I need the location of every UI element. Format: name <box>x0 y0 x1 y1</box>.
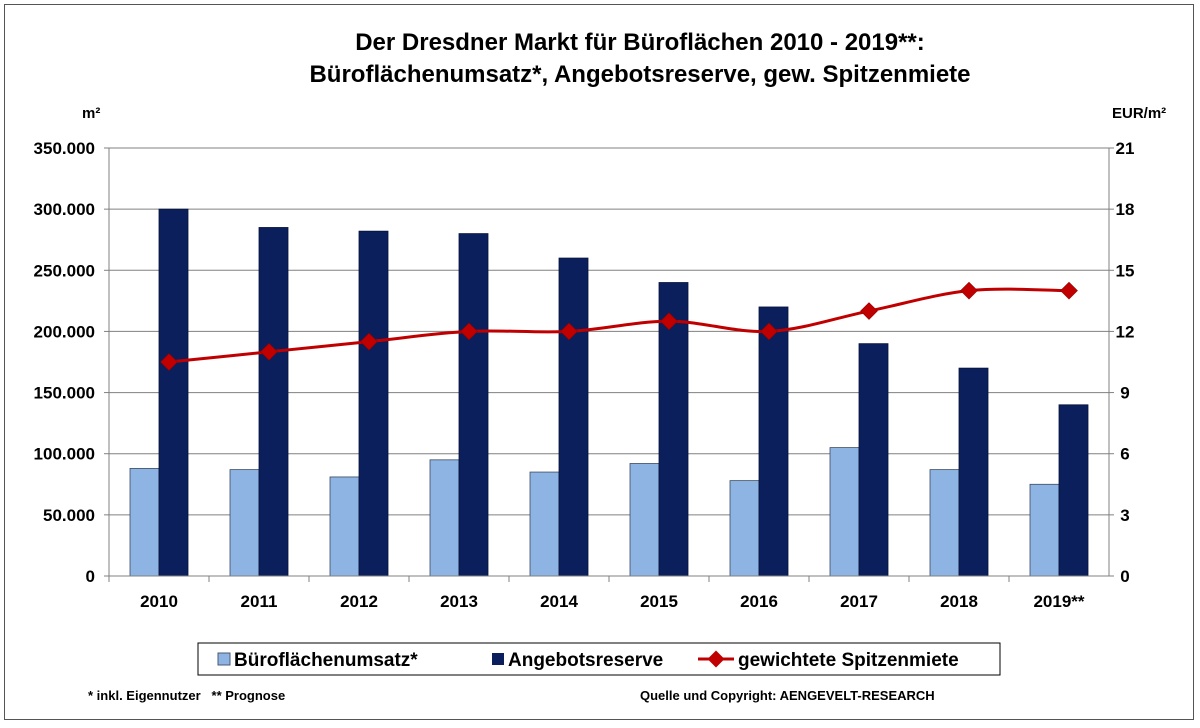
y-right-tick-label: 6 <box>1120 445 1129 464</box>
legend-swatch-angebot <box>492 653 504 665</box>
bar-umsatz <box>329 476 360 577</box>
x-tick-label: 2013 <box>440 592 478 611</box>
y-right-tick-label: 21 <box>1116 139 1135 158</box>
legend-label-umsatz: Büroflächenumsatz* <box>234 650 418 671</box>
bar-angebotsreserve <box>758 306 789 577</box>
chart-title: Der Dresdner Markt für Büroflächen 2010 … <box>355 29 925 56</box>
x-tick-label: 2017 <box>840 592 878 611</box>
bar-umsatz <box>1029 483 1060 577</box>
y-left-tick-label: 100.000 <box>34 445 95 464</box>
x-tick-label: 2015 <box>640 592 678 611</box>
footnote-right: Quelle und Copyright: AENGEVELT-RESEARCH <box>640 688 935 703</box>
x-tick-label: 2018 <box>940 592 978 611</box>
marker-spitzenmiete <box>160 353 178 371</box>
y-left-label: m² <box>82 105 100 122</box>
marker-spitzenmiete <box>460 322 478 341</box>
bar-umsatz <box>129 467 160 577</box>
y-left-tick-label: 0 <box>86 567 95 586</box>
marker-spitzenmiete <box>560 322 578 341</box>
y-right-tick-label: 12 <box>1116 322 1135 341</box>
y-right-tick-label: 9 <box>1120 384 1129 403</box>
bar-angebotsreserve <box>158 208 189 577</box>
y-left-tick-label: 150.000 <box>34 384 95 403</box>
x-tick-label: 2014 <box>540 592 578 611</box>
legend-swatch-umsatz <box>217 652 231 666</box>
bar-angebotsreserve <box>658 282 689 577</box>
bar-angebotsreserve <box>858 343 889 577</box>
x-tick-label: 2010 <box>140 592 178 611</box>
marker-spitzenmiete <box>260 342 278 361</box>
bar-angebotsreserve <box>458 233 489 577</box>
marker-spitzenmiete <box>760 322 778 341</box>
bar-umsatz <box>729 480 760 577</box>
y-left-tick-label: 200.000 <box>34 322 95 341</box>
footnote-left: * inkl. Eigennutzer ** Prognose <box>88 688 285 703</box>
y-left-tick-label: 250.000 <box>34 261 95 280</box>
bar-umsatz <box>429 459 460 577</box>
bar-angebotsreserve <box>558 257 589 577</box>
x-tick-label: 2011 <box>241 592 278 611</box>
y-left-tick-label: 300.000 <box>34 200 95 219</box>
bar-umsatz <box>529 471 560 577</box>
y-left-tick-label: 50.000 <box>43 506 95 525</box>
marker-spitzenmiete <box>1060 281 1078 300</box>
x-tick-label: 2012 <box>340 592 378 611</box>
bar-umsatz <box>829 447 860 577</box>
chart-subtitle: Büroflächenumsatz*, Angebotsreserve, gew… <box>309 61 970 88</box>
legend-marker-miete <box>707 650 725 668</box>
legend: Büroflächenumsatz* Angebotsreserve gewic… <box>197 642 1001 676</box>
bar-angebotsreserve <box>1058 404 1089 577</box>
y-right-tick-label: 15 <box>1116 261 1135 280</box>
bar-umsatz <box>629 463 660 577</box>
y-right-tick-label: 0 <box>1120 567 1129 586</box>
bar-angebotsreserve <box>358 230 389 577</box>
marker-spitzenmiete <box>960 281 978 300</box>
bar-umsatz <box>929 469 960 577</box>
legend-label-miete: gewichtete Spitzenmiete <box>738 650 959 671</box>
marker-spitzenmiete <box>660 312 678 331</box>
line-spitzenmiete <box>168 287 1070 364</box>
legend-label-angebot: Angebotsreserve <box>508 650 663 671</box>
x-tick-label: 2016 <box>740 592 778 611</box>
bar-angebotsreserve <box>258 227 289 577</box>
y-right-label: EUR/m² <box>1112 105 1166 122</box>
y-right-tick-label: 3 <box>1120 506 1129 525</box>
y-right-tick-label: 18 <box>1116 200 1135 219</box>
x-tick-label: 2019** <box>1033 592 1084 611</box>
bar-umsatz <box>229 469 260 577</box>
marker-spitzenmiete <box>360 332 378 351</box>
marker-spitzenmiete <box>860 302 878 320</box>
chart-frame <box>4 4 1194 720</box>
bar-angebotsreserve <box>958 367 989 577</box>
y-left-tick-label: 350.000 <box>34 139 95 158</box>
